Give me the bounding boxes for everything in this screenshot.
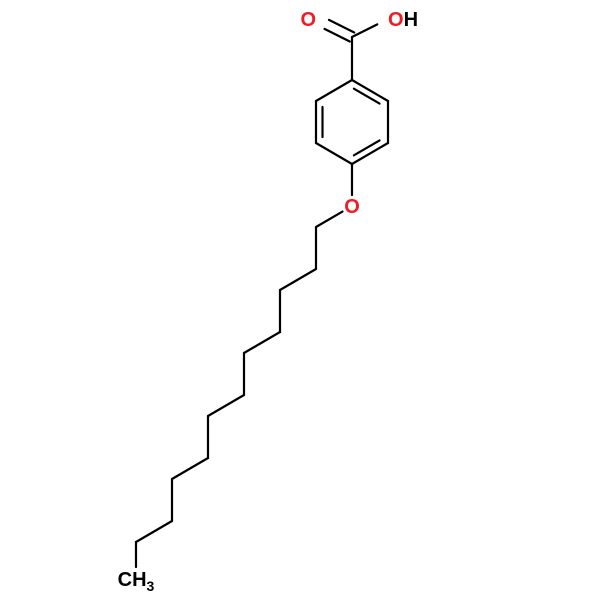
oxygen-label: O [344, 196, 360, 218]
chemical-structure-diagram: O OH O CH3 [0, 0, 600, 600]
oxygen-label: O [300, 9, 316, 31]
hydroxyl-label: OH [388, 9, 418, 31]
methyl-terminal-label: CH3 [118, 569, 155, 594]
